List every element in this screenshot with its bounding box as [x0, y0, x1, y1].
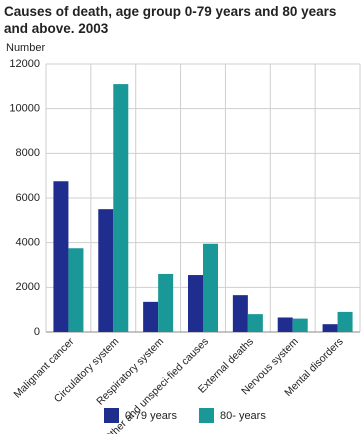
legend-swatch [198, 408, 214, 423]
bar [292, 318, 308, 332]
y-tick-label: 2000 [16, 281, 40, 293]
bar [247, 314, 263, 332]
legend-swatch [104, 408, 119, 423]
y-tick-label: 10000 [9, 103, 40, 115]
bar [322, 324, 338, 332]
bar [68, 248, 84, 332]
bar [232, 295, 248, 332]
legend-label: 80- years [220, 410, 266, 422]
bar [53, 181, 69, 332]
bar [113, 84, 129, 332]
bar [143, 301, 159, 332]
legend-label: 0-79 years [125, 410, 177, 422]
bar [277, 317, 293, 332]
bar [188, 275, 203, 332]
y-tick-label: 6000 [16, 192, 40, 204]
y-axis-label: Number [6, 42, 45, 54]
y-tick-label: 4000 [16, 237, 40, 249]
bar [158, 273, 174, 332]
bar [337, 311, 353, 332]
y-tick-label: 8000 [16, 147, 40, 159]
bar [98, 209, 114, 332]
chart-title: Causes of death, age group 0-79 years an… [4, 4, 336, 36]
bar [203, 243, 218, 332]
y-tick-label: 12000 [9, 58, 40, 70]
y-tick-label: 0 [34, 326, 40, 338]
